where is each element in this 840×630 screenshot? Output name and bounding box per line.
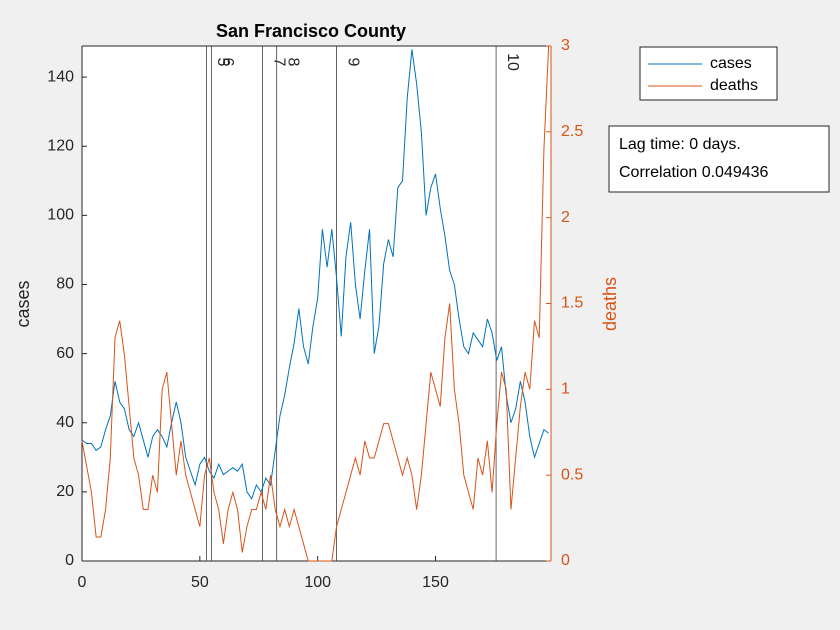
y2-tick-label: 2.5 xyxy=(561,123,583,140)
y-tick-label: 100 xyxy=(47,207,74,224)
event-label: 5 xyxy=(214,58,231,67)
event-label: 8 xyxy=(284,58,301,67)
y-tick-label: 140 xyxy=(47,68,74,85)
y-axis-label: cases xyxy=(13,280,33,327)
y2-tick-label: 1.5 xyxy=(561,295,583,312)
y2-tick-label: 0 xyxy=(561,552,570,569)
y2-tick-label: 2 xyxy=(561,209,570,226)
legend-label: deaths xyxy=(710,77,758,94)
y-tick-label: 40 xyxy=(56,414,74,431)
annotation-text: Correlation 0.049436 xyxy=(619,164,769,181)
event-label: 10 xyxy=(504,53,521,71)
y2-tick-label: 3 xyxy=(561,37,570,54)
annotation-text: Lag time: 0 days. xyxy=(619,136,741,153)
x-tick-label: 150 xyxy=(422,574,449,591)
annotation-box xyxy=(608,125,830,193)
chart-title: San Francisco County xyxy=(216,21,406,41)
series-line xyxy=(81,45,550,562)
y-tick-label: 0 xyxy=(65,552,74,569)
y-tick-label: 120 xyxy=(47,137,74,154)
x-tick-label: 0 xyxy=(78,574,87,591)
event-label: 7 xyxy=(270,58,287,67)
y-tick-label: 80 xyxy=(56,276,74,293)
y2-tick-label: 0.5 xyxy=(561,466,583,483)
legend-label: cases xyxy=(710,55,752,72)
x-tick-label: 100 xyxy=(304,574,331,591)
legend-box xyxy=(639,46,778,101)
event-label: 9 xyxy=(344,58,361,67)
y2-axis-label: deaths xyxy=(600,277,620,331)
y2-tick-label: 1 xyxy=(561,381,570,398)
event-label: 6 xyxy=(219,58,236,67)
x-tick-label: 50 xyxy=(191,574,209,591)
y-tick-label: 60 xyxy=(56,345,74,362)
y-tick-label: 20 xyxy=(56,483,74,500)
